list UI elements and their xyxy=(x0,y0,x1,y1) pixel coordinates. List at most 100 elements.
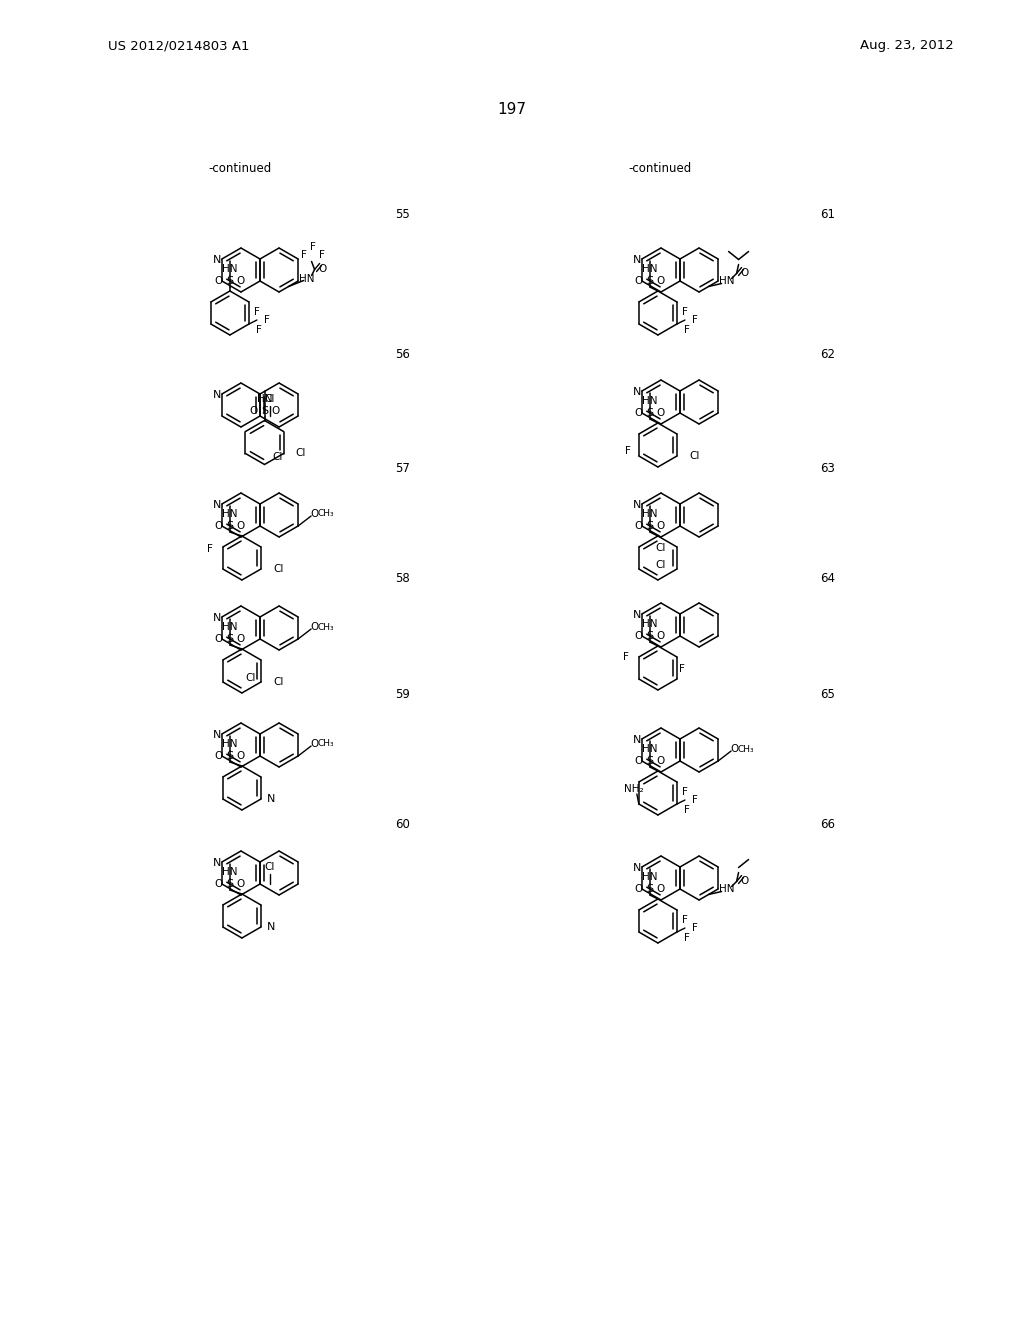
Text: O: O xyxy=(215,634,223,644)
Text: 197: 197 xyxy=(498,103,526,117)
Text: HN: HN xyxy=(222,622,238,632)
Text: S: S xyxy=(226,879,233,888)
Text: S: S xyxy=(646,756,653,766)
Text: HN: HN xyxy=(719,276,734,286)
Text: N: N xyxy=(213,858,221,869)
Text: F: F xyxy=(625,446,631,455)
Text: F: F xyxy=(623,652,629,663)
Text: S: S xyxy=(226,276,233,286)
Text: O: O xyxy=(237,634,245,644)
Text: CH₃: CH₃ xyxy=(317,739,335,748)
Text: F: F xyxy=(301,249,306,260)
Text: N: N xyxy=(633,500,641,510)
Text: O: O xyxy=(635,631,643,642)
Text: HN: HN xyxy=(222,264,238,275)
Text: O: O xyxy=(310,622,318,632)
Text: F: F xyxy=(682,787,688,797)
Text: Cl: Cl xyxy=(245,673,255,682)
Text: O: O xyxy=(740,876,749,887)
Text: O: O xyxy=(271,405,280,416)
Text: N: N xyxy=(213,730,221,741)
Text: S: S xyxy=(646,631,653,642)
Text: F: F xyxy=(207,544,213,554)
Text: F: F xyxy=(684,325,690,335)
Text: F: F xyxy=(318,249,325,260)
Text: HN: HN xyxy=(719,884,734,895)
Text: O: O xyxy=(635,756,643,766)
Text: N: N xyxy=(213,389,221,400)
Text: Cl: Cl xyxy=(264,393,274,404)
Text: N: N xyxy=(633,735,641,744)
Text: O: O xyxy=(656,631,665,642)
Text: N: N xyxy=(213,612,221,623)
Text: F: F xyxy=(692,315,698,325)
Text: O: O xyxy=(635,276,643,286)
Text: Cl: Cl xyxy=(655,543,666,553)
Text: F: F xyxy=(309,242,315,252)
Text: 63: 63 xyxy=(820,462,835,474)
Text: S: S xyxy=(646,276,653,286)
Text: HN: HN xyxy=(299,273,314,284)
Text: F: F xyxy=(679,664,685,675)
Text: Aug. 23, 2012: Aug. 23, 2012 xyxy=(860,40,953,53)
Text: 55: 55 xyxy=(395,209,410,222)
Text: S: S xyxy=(226,634,233,644)
Text: O: O xyxy=(237,879,245,888)
Text: N: N xyxy=(213,255,221,265)
Text: CH₃: CH₃ xyxy=(738,744,755,754)
Text: CH₃: CH₃ xyxy=(317,623,335,631)
Text: 64: 64 xyxy=(820,572,835,585)
Text: O: O xyxy=(215,751,223,762)
Text: F: F xyxy=(264,315,270,325)
Text: F: F xyxy=(684,805,690,814)
Text: 58: 58 xyxy=(395,572,410,585)
Text: Cl: Cl xyxy=(273,677,284,686)
Text: O: O xyxy=(318,264,327,273)
Text: F: F xyxy=(256,325,262,335)
Text: N: N xyxy=(633,387,641,397)
Text: Cl: Cl xyxy=(272,451,283,462)
Text: N: N xyxy=(267,795,275,804)
Text: Cl: Cl xyxy=(273,564,284,574)
Text: HN: HN xyxy=(642,264,657,275)
Text: O: O xyxy=(215,879,223,888)
Text: F: F xyxy=(682,915,688,925)
Text: HN: HN xyxy=(642,619,657,630)
Text: S: S xyxy=(261,405,268,416)
Text: HN: HN xyxy=(642,510,657,519)
Text: 60: 60 xyxy=(395,817,410,830)
Text: N: N xyxy=(633,610,641,620)
Text: O: O xyxy=(237,521,245,531)
Text: O: O xyxy=(310,739,318,748)
Text: 61: 61 xyxy=(820,209,835,222)
Text: Cl: Cl xyxy=(655,560,666,570)
Text: 56: 56 xyxy=(395,348,410,362)
Text: O: O xyxy=(730,744,738,754)
Text: N: N xyxy=(213,500,221,510)
Text: HN: HN xyxy=(257,393,272,404)
Text: O: O xyxy=(215,276,223,286)
Text: N: N xyxy=(633,255,641,265)
Text: F: F xyxy=(684,933,690,942)
Text: O: O xyxy=(237,276,245,286)
Text: NH₂: NH₂ xyxy=(624,784,644,795)
Text: N: N xyxy=(633,863,641,873)
Text: Cl: Cl xyxy=(264,862,274,873)
Text: Cl: Cl xyxy=(296,449,306,458)
Text: CH₃: CH₃ xyxy=(317,510,335,519)
Text: HN: HN xyxy=(642,744,657,754)
Text: S: S xyxy=(226,751,233,762)
Text: -continued: -continued xyxy=(208,161,271,174)
Text: HN: HN xyxy=(642,873,657,882)
Text: 66: 66 xyxy=(820,817,835,830)
Text: O: O xyxy=(740,268,749,279)
Text: F: F xyxy=(692,923,698,933)
Text: O: O xyxy=(237,751,245,762)
Text: HN: HN xyxy=(222,867,238,876)
Text: O: O xyxy=(656,884,665,894)
Text: HN: HN xyxy=(222,739,238,748)
Text: HN: HN xyxy=(642,396,657,407)
Text: HN: HN xyxy=(222,510,238,519)
Text: 62: 62 xyxy=(820,348,835,362)
Text: O: O xyxy=(635,884,643,894)
